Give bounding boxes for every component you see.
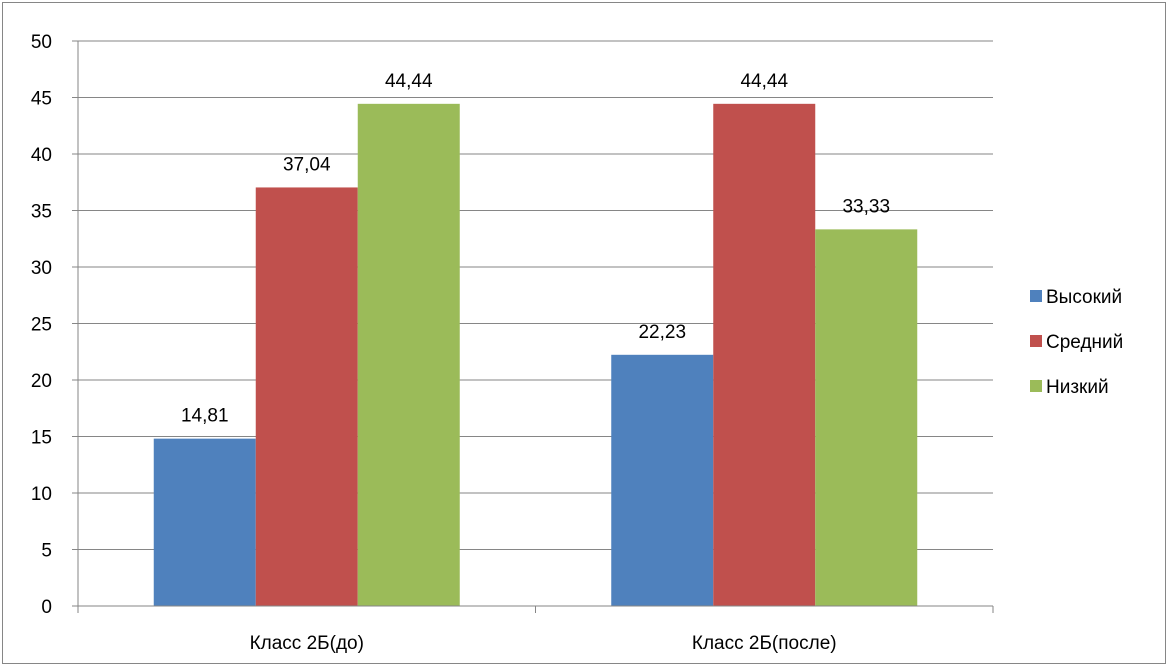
bar — [611, 354, 714, 606]
legend: Высокий Средний Низкий — [1030, 287, 1123, 398]
y-tick-label: 15 — [31, 428, 52, 449]
data-label: 33,33 — [842, 196, 890, 217]
bars — [153, 103, 918, 606]
data-labels: 14,81 37,04 44,44 22,23 44,44 33,33 — [181, 71, 890, 427]
x-tick-label: Класс 2Б(до) — [250, 633, 364, 654]
axes — [72, 40, 994, 613]
y-tick-label: 25 — [31, 315, 52, 336]
bar — [153, 438, 256, 606]
y-tick-label: 20 — [31, 371, 52, 392]
y-tick-label: 5 — [41, 541, 52, 562]
x-tick-label: Класс 2Б(после) — [692, 633, 837, 654]
bar — [255, 187, 358, 606]
legend-swatch — [1030, 335, 1042, 347]
y-tick-label: 35 — [31, 202, 52, 223]
legend-swatch — [1030, 290, 1042, 302]
y-tick-label: 30 — [31, 258, 52, 279]
data-label: 22,23 — [638, 322, 686, 343]
y-tick-label: 0 — [41, 597, 52, 618]
legend-label: Высокий — [1046, 287, 1122, 308]
bar — [357, 103, 460, 606]
y-tick-label: 45 — [31, 89, 52, 110]
legend-label: Низкий — [1046, 377, 1109, 398]
bar — [815, 229, 918, 606]
data-label: 44,44 — [385, 71, 433, 92]
data-label: 44,44 — [740, 71, 788, 92]
legend-swatch — [1030, 380, 1042, 392]
y-tick-labels: 0 5 10 15 20 25 30 35 40 45 50 — [31, 32, 52, 618]
y-tick-label: 50 — [31, 32, 52, 53]
bar — [713, 103, 816, 606]
y-tick-label: 40 — [31, 145, 52, 166]
data-label: 37,04 — [283, 154, 331, 175]
data-label: 14,81 — [181, 406, 229, 427]
x-tick-labels: Класс 2Б(до) Класс 2Б(после) — [250, 633, 837, 654]
y-tick-label: 10 — [31, 484, 52, 505]
legend-label: Средний — [1046, 332, 1123, 353]
